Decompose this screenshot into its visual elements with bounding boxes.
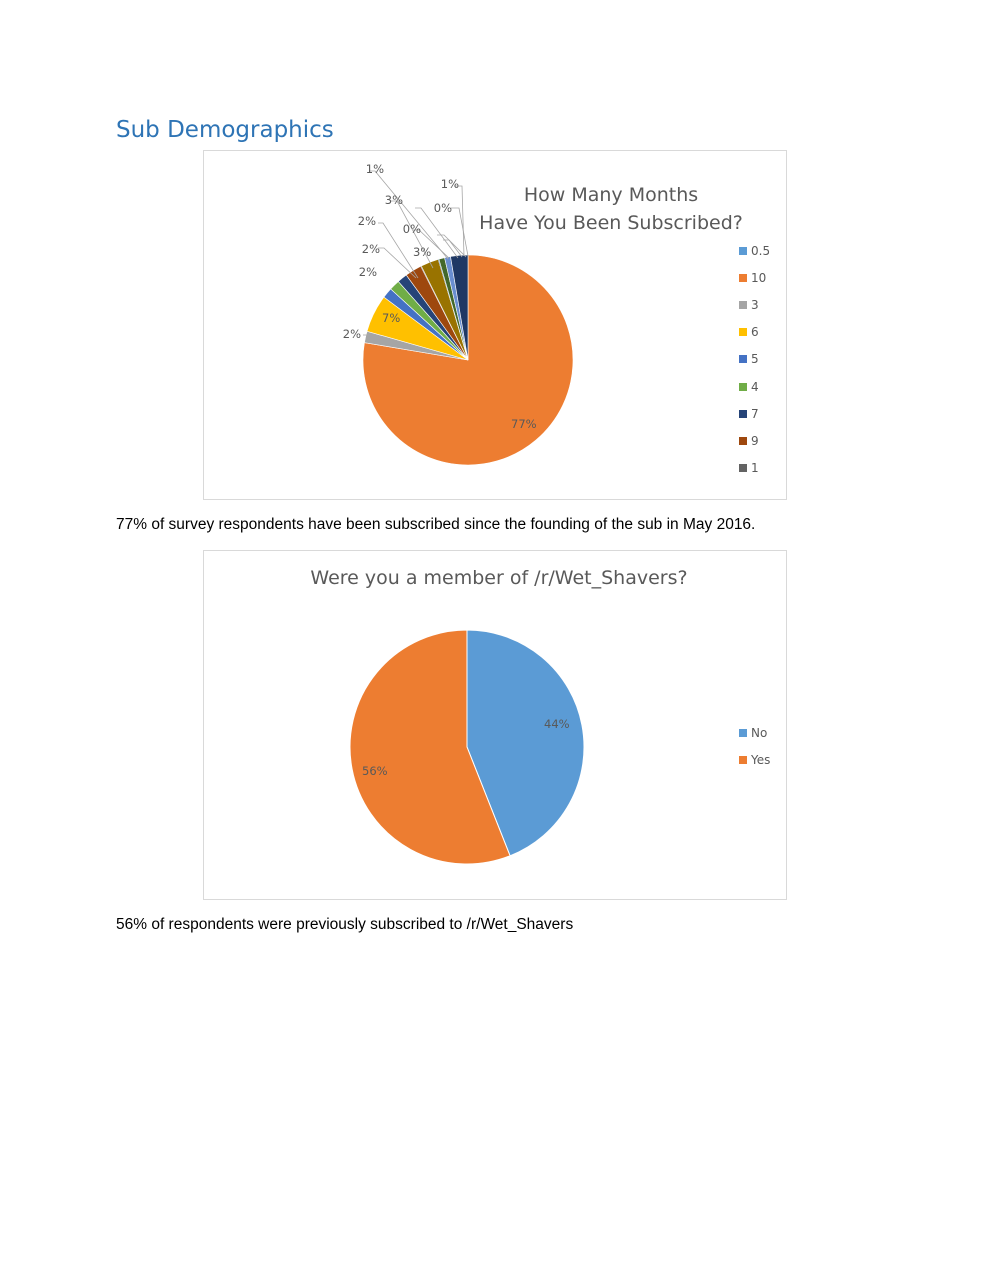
leader-line	[391, 200, 434, 269]
leader-line	[454, 185, 465, 257]
leader-line	[443, 239, 463, 258]
data-label-1: 0%	[403, 222, 421, 236]
legend-label: No	[751, 725, 768, 740]
legend-label: 6	[751, 325, 759, 340]
legend-swatch	[739, 246, 747, 255]
months-pie-svg: 77% 2% 7% 2% 2% 2% 3% 0% 3% 0% 1% 1%	[343, 162, 574, 466]
legend-label: 10	[751, 270, 767, 285]
legend-label: 1	[751, 461, 759, 476]
legend-item-0-5: 0.5	[739, 237, 770, 264]
data-label-no: 44%	[544, 717, 570, 731]
data-label-11: 1%	[441, 177, 459, 191]
legend-swatch	[739, 328, 747, 337]
pie-slice-yes	[349, 629, 511, 865]
data-label-3: 2%	[343, 327, 361, 341]
page-heading: Sub Demographics	[116, 117, 334, 143]
legend-swatch	[739, 382, 747, 391]
legend-item-5: 5	[739, 346, 770, 373]
chart-caption: 77% of survey respondents have been subs…	[116, 516, 756, 533]
legend-swatch	[739, 436, 747, 445]
legend-item-6: 6	[739, 319, 770, 346]
legend-item-7: 7	[739, 400, 770, 427]
data-label-10: 77%	[511, 417, 537, 431]
chart-title: Were you a member of /r/Wet_Shavers?	[310, 567, 688, 589]
legend-label: 5	[751, 352, 759, 367]
wet-shavers-member-chart: 44% 56% Were you a member of /r/Wet_Shave…	[203, 550, 787, 900]
leader-line	[437, 234, 467, 258]
chart-title: How Many Months Have You Been Subscribed…	[476, 181, 746, 237]
pie-slices	[349, 629, 585, 865]
legend-swatch	[739, 728, 747, 737]
data-label-yes: 56%	[362, 764, 388, 778]
chart-legend: 0.5 10 3 6 5 4 7 9 1	[739, 237, 770, 482]
pie-slice-10	[362, 254, 574, 466]
legend-item-4: 4	[739, 373, 770, 400]
data-labels: 44% 56%	[362, 717, 570, 778]
legend-label: 3	[751, 297, 759, 312]
data-label-5: 2%	[359, 265, 377, 279]
leader-line	[415, 207, 459, 259]
leader-line	[451, 207, 469, 257]
legend-swatch	[739, 355, 747, 364]
data-labels: 77% 2% 7% 2% 2% 2% 3% 0% 3% 0% 1% 1%	[343, 162, 537, 431]
legend-item-10: 10	[739, 264, 770, 291]
leader-line	[369, 170, 449, 260]
data-label-9: 3%	[413, 245, 431, 259]
chart-caption: 56% of respondents were previously subsc…	[116, 916, 574, 933]
leader-line	[378, 247, 417, 279]
legend-swatch	[739, 755, 747, 764]
legend-item-3: 3	[739, 291, 770, 318]
chart-title-line-1: How Many Months	[523, 184, 699, 206]
legend-item-1: 1	[739, 455, 770, 482]
member-pie-svg: 44% 56%	[349, 629, 585, 865]
data-label-0: 0%	[434, 201, 452, 215]
legend-label: 9	[751, 433, 759, 448]
chart-legend: No Yes	[739, 719, 770, 773]
data-label-12: 3%	[385, 193, 403, 207]
data-label-2: 1%	[366, 162, 384, 176]
legend-swatch	[739, 300, 747, 309]
legend-item-no: No	[739, 719, 770, 746]
legend-label: 4	[751, 379, 759, 394]
chart-title-line-2: Have You Been Subscribed?	[479, 212, 743, 234]
legend-swatch	[739, 273, 747, 282]
legend-swatch	[739, 409, 747, 418]
pie-slice-no	[466, 629, 585, 857]
data-label-4: 2%	[362, 242, 380, 256]
data-label-7: 2%	[358, 214, 376, 228]
legend-label: 0.5	[751, 243, 771, 258]
months-subscribed-chart: 77% 2% 7% 2% 2% 2% 3% 0% 3% 0% 1% 1% How Many Month…	[203, 150, 787, 500]
data-label-6: 7%	[382, 311, 400, 325]
pie-slices	[362, 254, 574, 466]
leader-line	[378, 222, 419, 279]
legend-item-yes: Yes	[739, 746, 770, 773]
legend-item-9: 9	[739, 427, 770, 454]
legend-swatch	[739, 464, 747, 473]
legend-label: Yes	[751, 752, 771, 767]
leader-lines	[363, 170, 469, 336]
legend-label: 7	[751, 406, 759, 421]
